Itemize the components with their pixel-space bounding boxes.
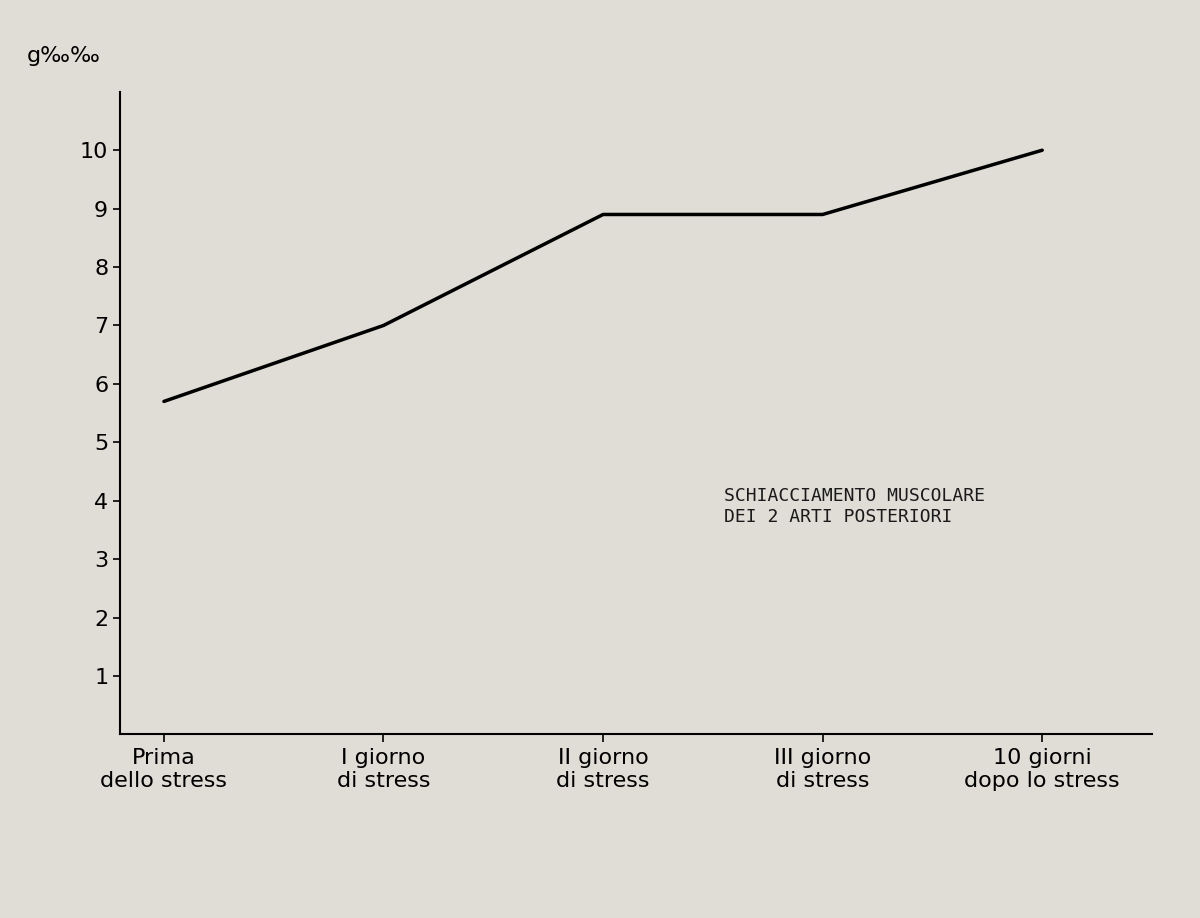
Text: g‰‰: g‰‰ — [28, 46, 101, 66]
Text: SCHIACCIAMENTO MUSCOLARE
DEI 2 ARTI POSTERIORI: SCHIACCIAMENTO MUSCOLARE DEI 2 ARTI POST… — [724, 487, 985, 526]
